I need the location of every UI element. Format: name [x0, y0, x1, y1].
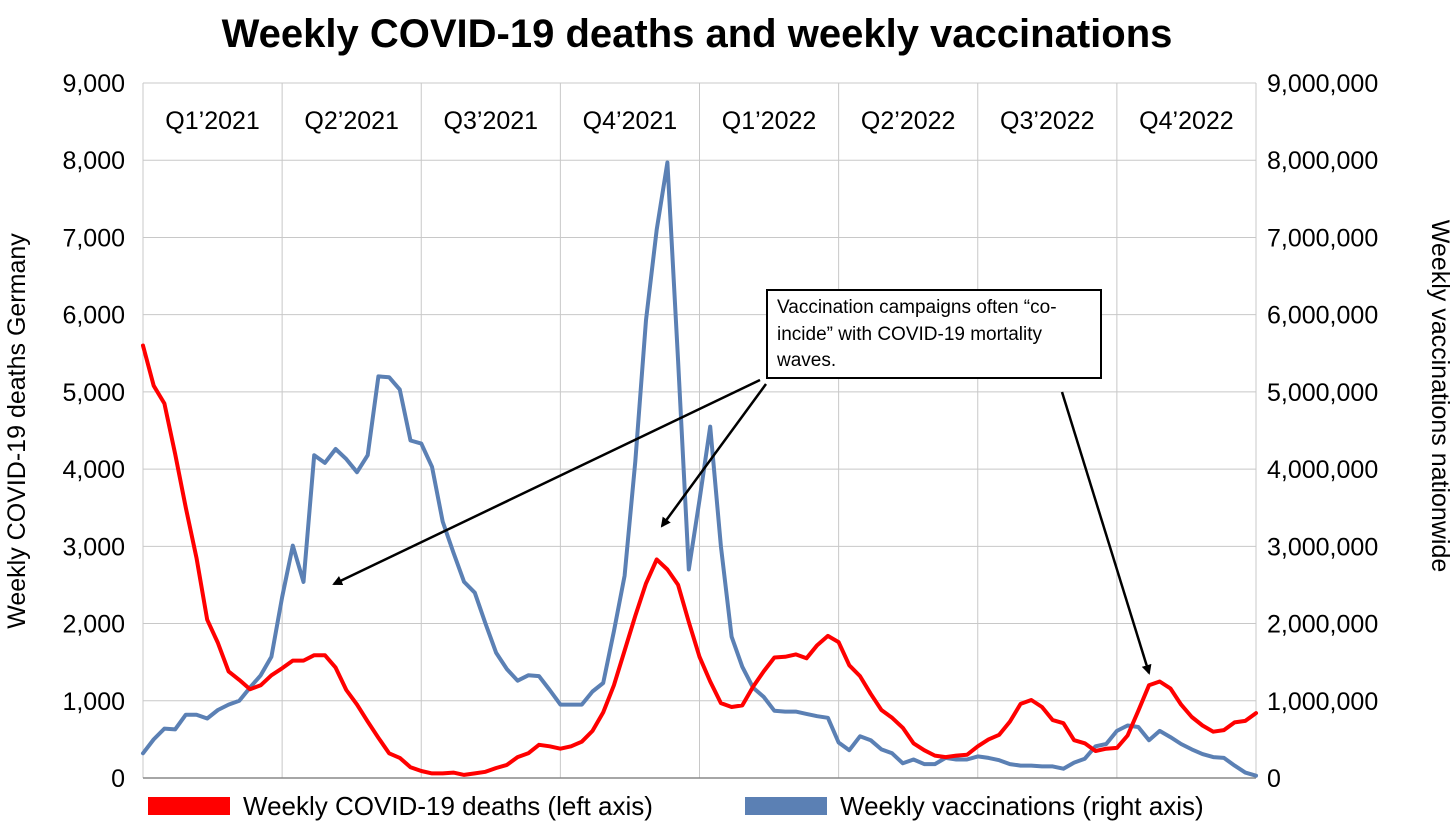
chart-title: Weekly COVID-19 deaths and weekly vaccin…: [222, 12, 1173, 56]
right-tick-label: 2,000,000: [1267, 611, 1378, 639]
quarter-label: Q4’2021: [583, 107, 678, 135]
right-tick-label: 3,000,000: [1267, 533, 1378, 561]
right-tick-label: 6,000,000: [1267, 302, 1378, 330]
quarter-label: Q3’2022: [1000, 107, 1095, 135]
left-tick-label: 3,000: [62, 533, 125, 561]
left-tick-label: 7,000: [62, 224, 125, 252]
series-layer: [141, 160, 1258, 778]
right-tick-label: 0: [1267, 765, 1281, 793]
quarter-label: Q1’2021: [165, 107, 260, 135]
annotation-line-1: Vaccination campaigns often “co-: [777, 297, 1057, 318]
right-tick-label: 8,000,000: [1267, 147, 1378, 175]
annotation-arrow-q2-2021: [332, 378, 761, 586]
annotation-line-2: incide” with COVID-19 mortality: [777, 324, 1043, 345]
legend-swatch-vaccinations: [745, 797, 827, 815]
series-line-deaths: [141, 343, 1258, 777]
left-tick-label: 4,000: [62, 456, 125, 484]
legend-swatch-deaths: [148, 797, 230, 815]
series-line-vaccinations: [141, 160, 1258, 778]
quarter-label: Q2’2021: [304, 107, 399, 135]
left-axis-label: Weekly COVID-19 deaths Germany: [3, 233, 31, 629]
right-axis-label: Weekly vaccinations nationwide: [1426, 220, 1454, 573]
grid: [142, 82, 1257, 779]
left-tick-label: 6,000: [62, 302, 125, 330]
annotation: Vaccination campaigns often “co- incide”…: [332, 289, 1152, 675]
right-tick-label: 4,000,000: [1267, 456, 1378, 484]
quarter-label: Q2’2022: [861, 107, 956, 135]
quarter-label: Q3’2021: [444, 107, 539, 135]
left-tick-label: 9,000: [62, 70, 125, 98]
annotation-box: [766, 289, 1102, 379]
annotation-line-3: waves.: [776, 350, 836, 371]
left-axis-ticks: 0 1,000 2,000 3,000 4,000 5,000 6,000 7,000 8,00…: [62, 70, 125, 793]
legend-label-vaccinations: Weekly vaccinations (right axis): [840, 791, 1204, 821]
legend: Weekly COVID-19 deaths (left axis) Weekl…: [148, 791, 1204, 821]
right-tick-label: 7,000,000: [1267, 224, 1378, 252]
quarter-label: Q1’2022: [722, 107, 817, 135]
left-tick-label: 5,000: [62, 379, 125, 407]
legend-label-deaths: Weekly COVID-19 deaths (left axis): [243, 791, 653, 821]
annotation-arrow-q4-2021: [660, 383, 768, 528]
quarter-label: Q4’2022: [1139, 107, 1234, 135]
quarter-labels: Q1’2021 Q2’2021 Q3’2021 Q4’2021 Q1’2022 Q2’20…: [165, 107, 1233, 135]
annotation-arrow-q4-2022: [1060, 391, 1152, 675]
right-tick-label: 5,000,000: [1267, 379, 1378, 407]
right-tick-label: 9,000,000: [1267, 70, 1378, 98]
right-tick-label: 1,000,000: [1267, 688, 1378, 716]
left-tick-label: 0: [111, 765, 125, 793]
left-tick-label: 2,000: [62, 611, 125, 639]
left-tick-label: 8,000: [62, 147, 125, 175]
right-axis-ticks: 0 1,000,000 2,000,000 3,000,000 4,000,000 5,0…: [1267, 70, 1378, 793]
left-tick-label: 1,000: [62, 688, 125, 716]
